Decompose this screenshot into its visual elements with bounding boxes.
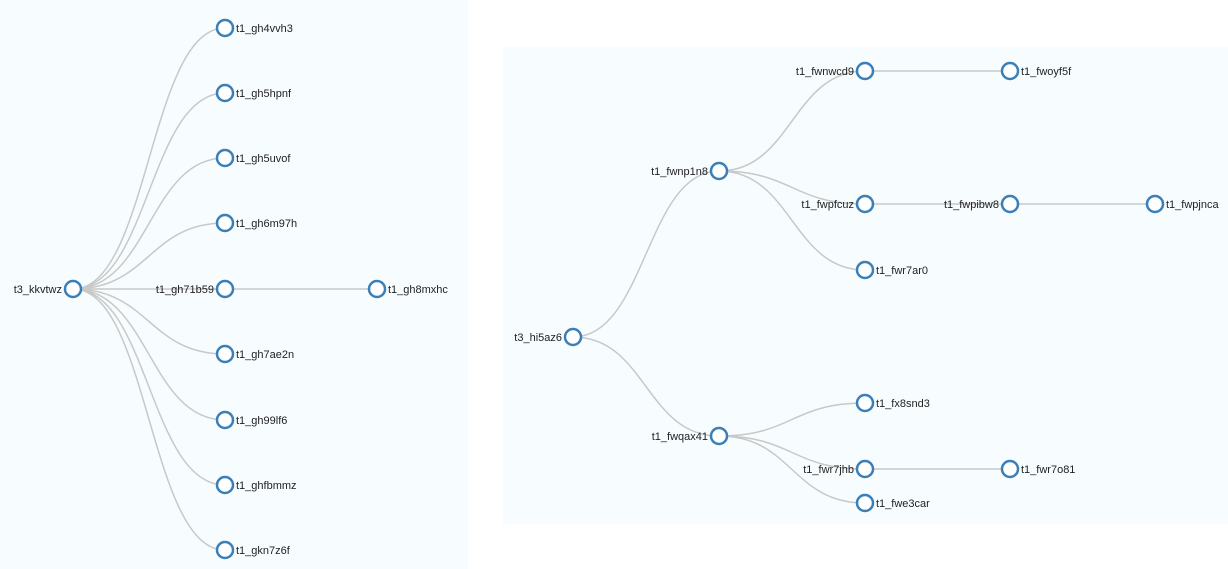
node-label: t1_gh5hpnf: [236, 88, 292, 100]
tree-link: [718, 70, 866, 172]
node-circle[interactable]: [709, 161, 729, 181]
tree-link: [72, 288, 226, 355]
tree-node[interactable]: t1_gh5uvof: [215, 148, 291, 168]
tree-link: [572, 170, 720, 338]
node-label: t1_gh6m97h: [236, 218, 297, 230]
tree-link: [72, 288, 226, 551]
node-label: t1_fwr7ar0: [876, 265, 928, 277]
tree-diagram-right: t3_hi5az6 t1_fwnp1n8 t1_fwnwcd9 t1_fwoyf5ft…: [514, 61, 1219, 513]
tree-node[interactable]: t1_gh71b59: [156, 279, 235, 299]
tree-link: [718, 435, 866, 504]
node-circle[interactable]: [215, 148, 235, 168]
node-label: t1_fwqax41: [652, 431, 708, 443]
node-circle[interactable]: [215, 213, 235, 233]
tree-link: [718, 402, 866, 437]
tree-link: [72, 222, 226, 290]
node-circle[interactable]: [215, 18, 235, 38]
tree-node[interactable]: t1_gh99lf6: [215, 410, 287, 430]
tree-link: [72, 157, 226, 290]
node-circle[interactable]: [855, 194, 875, 214]
tree-node[interactable]: t1_fwoyf5f: [1000, 61, 1072, 81]
links-layer: [572, 70, 1155, 504]
tree-node[interactable]: t1_gh8mxhc: [367, 279, 448, 299]
node-label: t1_fwr7o81: [1021, 464, 1075, 476]
node-circle[interactable]: [855, 459, 875, 479]
tree-node[interactable]: t1_fwr7jhb: [803, 459, 875, 479]
tree-node[interactable]: t1_fwnwcd9: [796, 61, 875, 81]
node-circle[interactable]: [563, 327, 583, 347]
node-label: t1_gh4vvh3: [236, 23, 293, 35]
node-circle[interactable]: [855, 493, 875, 513]
tree-node[interactable]: t1_fwnp1n8: [651, 161, 729, 181]
tree-node[interactable]: t1_gh5hpnf: [215, 83, 292, 103]
node-circle[interactable]: [215, 540, 235, 560]
tree-link: [72, 27, 226, 290]
nodes-layer: t3_kkvtwz t1_gh4vvh3 t1_gh5hpnf t1_gh5uvoft…: [14, 18, 448, 560]
node-label: t1_fwe3car: [876, 498, 930, 510]
tree-link: [72, 288, 226, 421]
node-label: t1_fwnp1n8: [651, 166, 708, 178]
tree-link: [718, 170, 866, 205]
node-label: t1_gh8mxhc: [388, 284, 448, 296]
node-circle[interactable]: [215, 279, 235, 299]
node-circle[interactable]: [63, 279, 83, 299]
node-circle[interactable]: [215, 410, 235, 430]
node-circle[interactable]: [215, 475, 235, 495]
node-circle[interactable]: [215, 344, 235, 364]
node-circle[interactable]: [1000, 459, 1020, 479]
node-label: t1_fwpfcuz: [801, 199, 854, 211]
node-circle[interactable]: [855, 61, 875, 81]
tree-node[interactable]: t1_fwpibw8: [944, 194, 1020, 214]
node-label: t1_fx8snd3: [876, 398, 930, 410]
nodes-layer: t3_hi5az6 t1_fwnp1n8 t1_fwnwcd9 t1_fwoyf5ft…: [514, 61, 1219, 513]
tree-node[interactable]: t1_gh7ae2n: [215, 344, 294, 364]
tree-node[interactable]: t1_fwpfcuz: [801, 194, 875, 214]
tree-node[interactable]: t3_kkvtwz: [14, 279, 83, 299]
node-label: t1_fwpjnca: [1166, 199, 1219, 211]
tree-link: [718, 170, 866, 271]
tree-node[interactable]: t1_ghfbmmz: [215, 475, 297, 495]
links-layer: [72, 27, 377, 551]
node-circle[interactable]: [367, 279, 387, 299]
tree-node[interactable]: t1_fwqax41: [652, 426, 729, 446]
node-label: t1_gh7ae2n: [236, 349, 294, 361]
node-label: t1_gkn7z6f: [236, 545, 291, 557]
node-label: t1_ghfbmmz: [236, 480, 297, 492]
node-label: t1_fwoyf5f: [1021, 66, 1072, 78]
tree-node[interactable]: t1_fx8snd3: [855, 393, 930, 413]
node-label: t1_gh5uvof: [236, 153, 291, 165]
tree-node[interactable]: t1_fwe3car: [855, 493, 930, 513]
tree-link: [572, 336, 720, 437]
tree-node[interactable]: t1_fwr7ar0: [855, 260, 928, 280]
node-circle[interactable]: [1145, 194, 1165, 214]
tree-diagram-left: t3_kkvtwz t1_gh4vvh3 t1_gh5hpnf t1_gh5uvoft…: [14, 18, 448, 560]
node-circle[interactable]: [215, 83, 235, 103]
node-label: t1_fwpibw8: [944, 199, 999, 211]
tree-node[interactable]: t1_gkn7z6f: [215, 540, 291, 560]
node-circle[interactable]: [855, 260, 875, 280]
node-circle[interactable]: [855, 393, 875, 413]
tree-node[interactable]: t1_gh4vvh3: [215, 18, 293, 38]
node-label: t1_gh99lf6: [236, 415, 287, 427]
tree-link: [72, 288, 226, 486]
node-label: t1_gh71b59: [156, 284, 214, 296]
node-label: t1_fwnwcd9: [796, 66, 854, 78]
tree-node[interactable]: t1_gh6m97h: [215, 213, 297, 233]
tree-link: [718, 435, 866, 470]
node-label: t1_fwr7jhb: [803, 464, 854, 476]
node-label: t3_hi5az6: [514, 332, 562, 344]
node-circle[interactable]: [709, 426, 729, 446]
tree-node[interactable]: t1_fwr7o81: [1000, 459, 1075, 479]
tree-node[interactable]: t1_fwpjnca: [1145, 194, 1219, 214]
node-circle[interactable]: [1000, 194, 1020, 214]
tree-link: [72, 92, 226, 290]
tree-node[interactable]: t3_hi5az6: [514, 327, 583, 347]
node-label: t3_kkvtwz: [14, 284, 62, 296]
node-circle[interactable]: [1000, 61, 1020, 81]
